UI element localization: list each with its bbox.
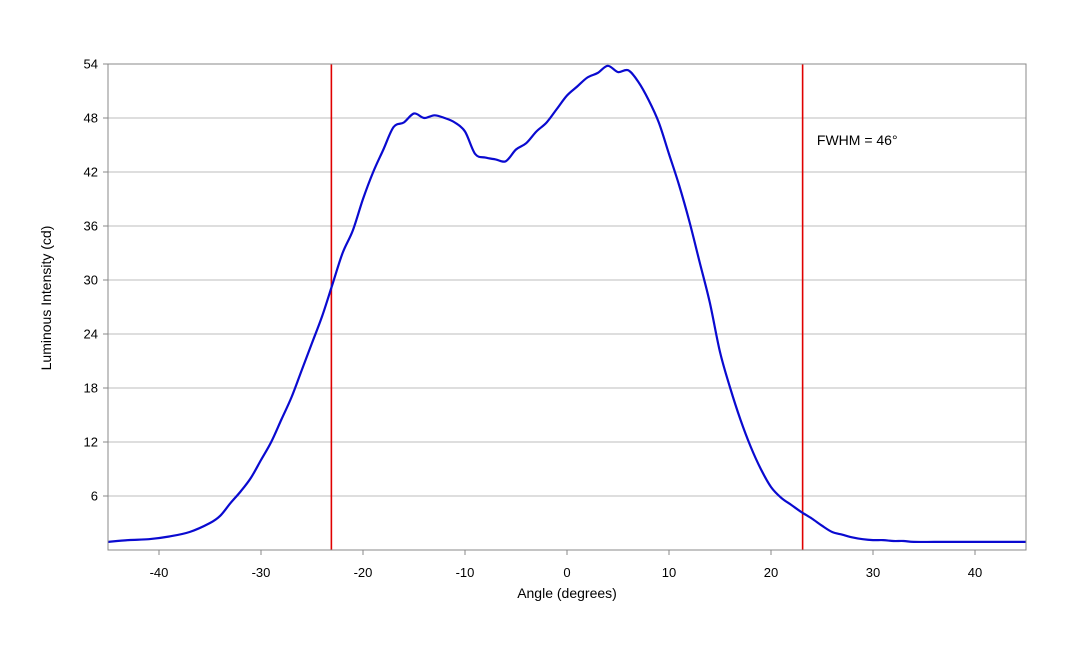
x-tick-label: 20: [764, 565, 778, 580]
x-tick-label: 40: [968, 565, 982, 580]
x-tick-label: -10: [456, 565, 475, 580]
annotations: FWHM = 46°: [817, 132, 898, 148]
x-tick-label: -40: [150, 565, 169, 580]
y-tick-label: 24: [84, 327, 98, 342]
y-tick-label: 12: [84, 435, 98, 450]
y-tick-label: 6: [91, 489, 98, 504]
y-tick-label: 30: [84, 273, 98, 288]
y-tick-label: 36: [84, 219, 98, 234]
y-tick-label: 54: [84, 57, 98, 72]
y-tick-label: 48: [84, 111, 98, 126]
fwhm-annotation: FWHM = 46°: [817, 132, 898, 148]
y-tick-label: 18: [84, 381, 98, 396]
series-layer: [107, 64, 1026, 544]
y-axis-ticks: 6 12 18 24 30 36 42 48 54: [84, 57, 108, 504]
intensity-series-line: [107, 64, 1026, 544]
x-tick-label: 10: [662, 565, 676, 580]
y-tick-label: 42: [84, 165, 98, 180]
fwhm-lines: [330, 64, 804, 550]
x-tick-label: 0: [563, 565, 570, 580]
plot-area: [108, 64, 1026, 550]
x-tick-label: -30: [252, 565, 271, 580]
x-tick-label: 30: [866, 565, 880, 580]
x-axis-title: Angle (degrees): [517, 585, 617, 601]
x-tick-label: -20: [354, 565, 373, 580]
y-axis-title: Luminous Intensity (cd): [38, 226, 54, 371]
x-axis-ticks: -40 -30 -20 -10 0 10 20 30 40: [150, 550, 982, 580]
